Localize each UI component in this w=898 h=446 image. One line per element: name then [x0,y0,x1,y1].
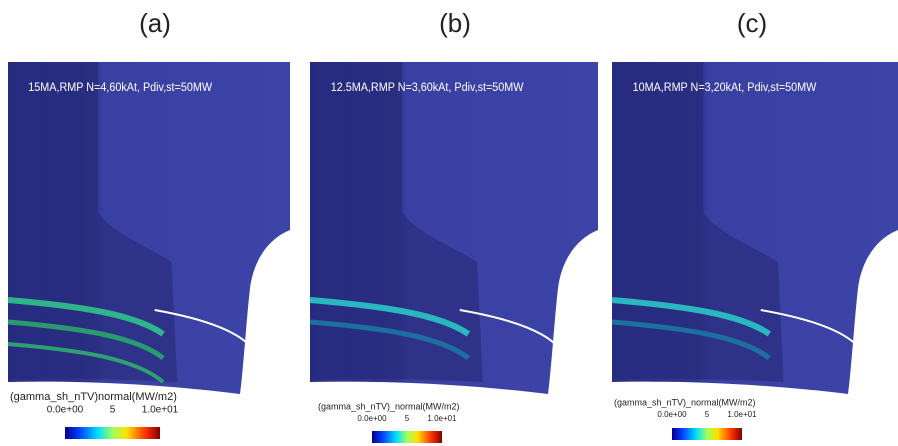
colorbar-title: (gamma_sh_nTV)normal(MW/m2) [10,391,177,403]
panel-caption: 10MA,RMP N=3,20kAt, Pdiv,st=50MW [633,82,817,95]
panel-caption: 15MA,RMP N=4,60kAt, Pdiv,st=50MW [28,82,212,95]
colorbar [65,427,160,439]
colorbar-tick: 1.0e+01 [427,414,457,423]
panel-label: (b) [439,8,471,38]
colorbar-tick: 0.0e+00 [357,414,387,423]
strike-line [154,309,255,351]
strike-line [760,309,862,351]
colorbar-tick: 5 [405,414,410,423]
panel-label: (c) [737,8,767,38]
colorbar-tick: 5 [110,405,116,416]
colorbar [372,431,442,443]
strike-line [459,309,562,351]
panel-image: 15MA,RMP N=4,60kAt, Pdiv,st=50MW [7,62,290,394]
panel-image: 12.5MA,RMP N=3,60kAt, Pdiv,st=50MW [309,62,598,394]
colorbar-title: (gamma_sh_nTV)_normal(MW/m2) [318,401,460,411]
heat-band [7,342,165,384]
heat-band [611,297,772,337]
heat-band [611,319,771,361]
panel-image: 10MA,RMP N=3,20kAt, Pdiv,st=50MW [611,62,898,394]
heat-band [309,319,470,361]
colorbar-tick: 1.0e+01 [142,405,179,416]
colorbar [672,428,742,440]
panel-label: (a) [139,8,171,38]
heat-band [309,297,471,337]
colorbar-title: (gamma_sh_nTV)_normal(MW/m2) [614,397,756,407]
colorbar-tick: 0.0e+00 [47,405,84,416]
colorbar-tick: 0.0e+00 [657,410,687,419]
panel-caption: 12.5MA,RMP N=3,60kAt, Pdiv,st=50MW [331,82,524,95]
colorbar-tick: 5 [705,410,710,419]
colorbar-tick: 1.0e+01 [727,410,757,419]
heat-band [7,319,165,360]
heat-band [7,297,165,337]
